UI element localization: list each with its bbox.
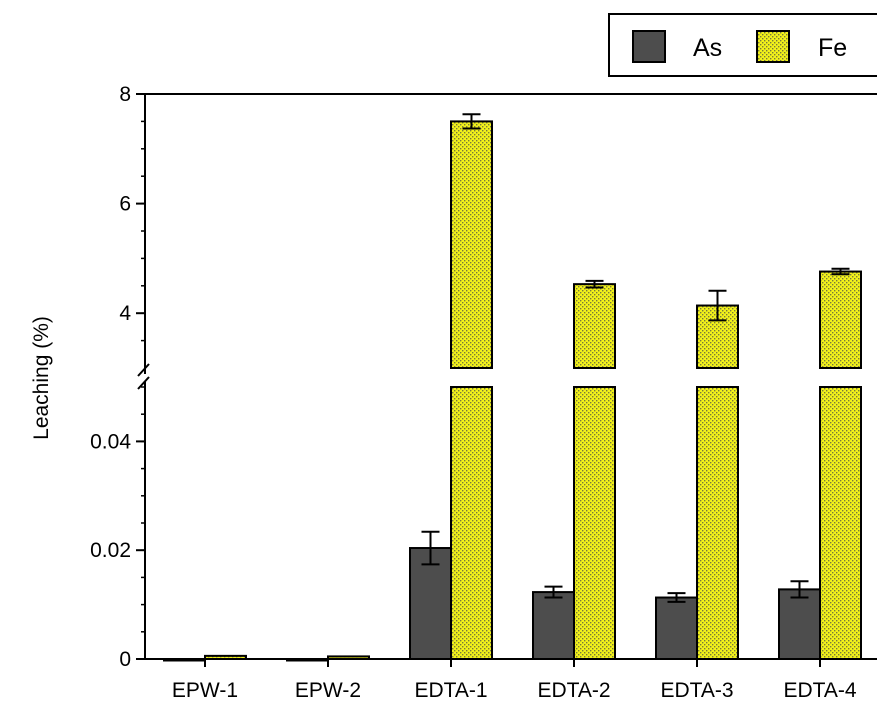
bar-as (532, 591, 575, 661)
axes (136, 93, 877, 667)
y-tick-label: 8 (119, 83, 131, 106)
legend: As Fe (608, 13, 877, 77)
x-tick-label: EPW-2 (295, 679, 361, 702)
x-tick-label: EDTA-4 (783, 679, 856, 702)
bar-as (163, 658, 206, 662)
y-tick-label: 0.04 (90, 430, 131, 453)
bar-fe-upper (819, 270, 862, 369)
bar-as (778, 588, 821, 660)
y-tick-label: 0 (119, 648, 131, 671)
y-tick-label: 0.02 (90, 539, 131, 562)
bar-fe-lower (450, 386, 493, 660)
tick-labels: 0 0.02 0.04 4 6 8 EPW-1 EPW-2 EDTA-1 EDTA-2 EDTA-3… (90, 83, 857, 702)
bar-as (286, 658, 329, 662)
y-axis-title: Leaching (%) (30, 316, 53, 440)
axis-break-mark (137, 363, 150, 377)
legend-swatch-as (632, 30, 666, 63)
x-tick-label: EPW-1 (172, 679, 238, 702)
axis-break-mark (137, 376, 150, 390)
bar-fe-lower (573, 386, 616, 660)
legend-label-fe: Fe (818, 34, 847, 62)
x-tick-label: EDTA-3 (660, 679, 733, 702)
bar-as (655, 596, 698, 661)
error-bars (421, 113, 850, 603)
legend-swatch-fe (756, 30, 790, 63)
bar-fe-upper (573, 283, 616, 370)
legend-label-as: As (693, 34, 722, 62)
y-tick-label: 6 (119, 193, 131, 216)
bar-fe (204, 654, 247, 660)
x-tick-label: EDTA-1 (414, 679, 487, 702)
y-tick-label: 4 (119, 302, 131, 325)
bar-fe-lower (696, 386, 739, 660)
bar-fe-upper (450, 120, 493, 370)
x-tick-label: EDTA-2 (537, 679, 610, 702)
bars (163, 120, 862, 662)
bar-fe (327, 655, 370, 660)
bar-fe-lower (819, 386, 862, 660)
